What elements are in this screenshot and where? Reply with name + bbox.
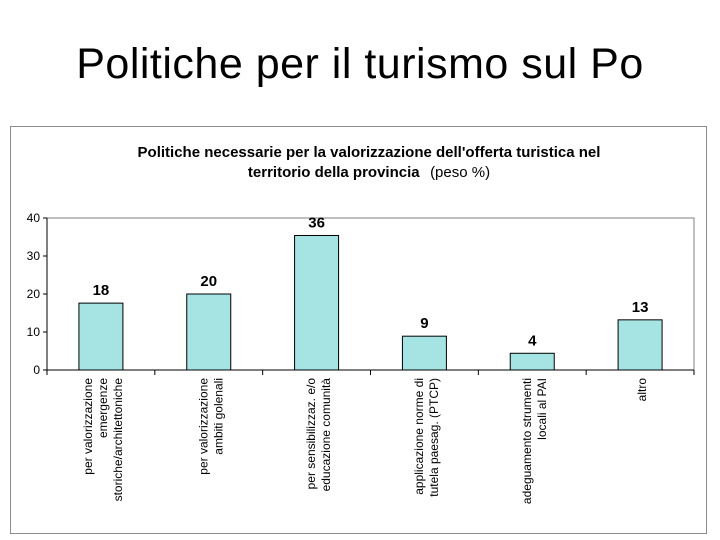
bar — [401, 335, 447, 371]
category-label-line: applicazione norme di — [412, 378, 426, 495]
category-label: adeguamento strumentilocali al PAI — [520, 378, 549, 504]
chart-title-line-2-bold: territorio della provincia — [248, 164, 420, 181]
data-label: 9 — [420, 315, 428, 332]
chart-title-line-2-normal: (peso %) — [430, 164, 490, 181]
category-label-line: per sensibilizzaz. e/o — [304, 378, 318, 490]
category-label-line: locali al PAI — [535, 378, 549, 440]
data-label: 20 — [200, 273, 217, 290]
chart-frame: Politiche necessarie per la valorizzazio… — [10, 126, 707, 534]
y-tick-label: 30 — [27, 249, 41, 263]
data-label: 36 — [308, 214, 325, 231]
category-label: per sensibilizzaz. e/oeducazione comunit… — [304, 378, 333, 492]
category-label-line: storiche/architettoniche — [111, 378, 125, 502]
category-label-line: tutela paesag. (PTCP) — [427, 378, 441, 497]
category-label: per valorizzazioneemergenzestoriche/arch… — [81, 378, 125, 502]
bar — [78, 302, 124, 371]
category-label: per valorizzazioneambiti golenali — [196, 378, 225, 475]
bar — [509, 352, 555, 371]
chart-title-line-1: Politiche necessarie per la valorizzazio… — [138, 144, 601, 161]
y-tick-label: 10 — [27, 325, 41, 339]
category-label-line: per valorizzazione — [196, 378, 210, 475]
y-tick-label: 40 — [27, 211, 41, 225]
category-label-line: ambiti golenali — [211, 378, 225, 455]
bar — [617, 319, 663, 371]
y-tick-label: 20 — [27, 287, 41, 301]
category-label: altro — [635, 378, 649, 402]
slide-title: Politiche per il turismo sul Po — [76, 40, 644, 88]
plot-border — [46, 217, 695, 371]
bar — [186, 293, 232, 371]
data-label: 13 — [632, 299, 649, 316]
chart-title-line-2: territorio della provincia (peso %) — [248, 164, 490, 181]
category-label: applicazione norme ditutela paesag. (PTC… — [412, 378, 441, 497]
data-label: 4 — [528, 332, 537, 349]
y-tick-label: 0 — [33, 363, 40, 377]
data-label: 18 — [93, 282, 110, 299]
category-label-line: emergenze — [96, 378, 110, 438]
bar — [294, 234, 340, 371]
bar-chart: Politiche necessarie per la valorizzazio… — [27, 144, 695, 504]
category-label-line: altro — [635, 378, 649, 402]
category-label-line: adeguamento strumenti — [520, 378, 534, 504]
category-label-line: per valorizzazione — [81, 378, 95, 475]
category-label-line: educazione comunità — [319, 378, 333, 492]
